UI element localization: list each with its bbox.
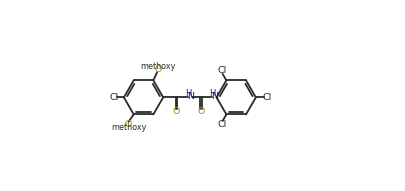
Text: O: O [154,65,162,74]
Text: Cl: Cl [109,93,119,102]
Text: Cl: Cl [218,66,227,75]
Text: Cl: Cl [262,93,271,102]
Text: O: O [125,120,132,129]
Text: H: H [185,89,191,98]
Text: O: O [197,108,205,117]
Text: methoxy: methoxy [112,123,147,132]
Text: methoxy: methoxy [141,62,176,71]
Text: O: O [173,108,180,117]
Text: N: N [187,92,194,101]
Text: Cl: Cl [218,120,227,129]
Text: H: H [209,89,215,98]
Text: N: N [211,92,218,101]
